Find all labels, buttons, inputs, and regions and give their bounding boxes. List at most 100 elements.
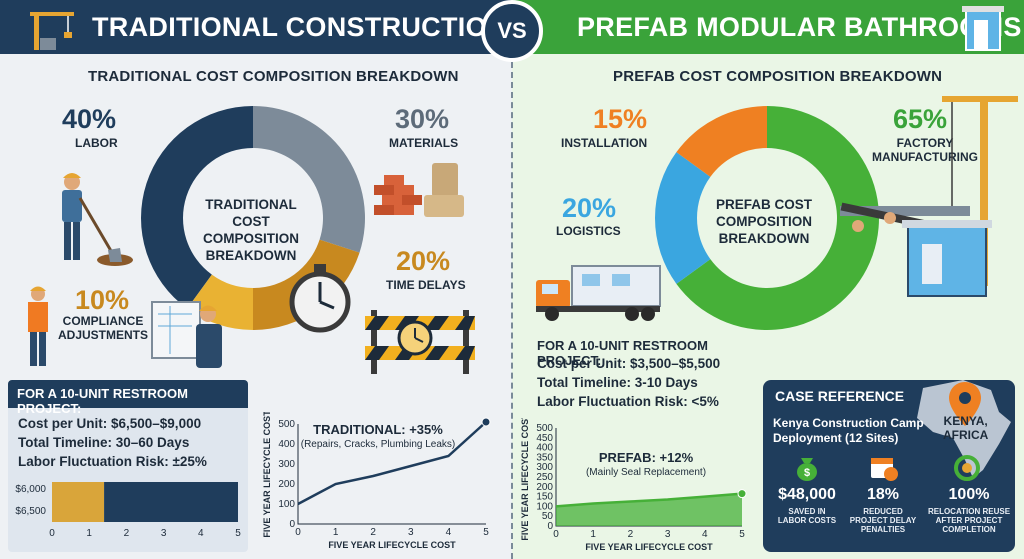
x-tick-label: 4: [446, 527, 452, 538]
panel-divider: [511, 62, 513, 559]
traditional-lifecycle-chart: 0 100 200 300 400 500 0 1 2 3 4 5 FIVE YEAR LIFECYCL…: [262, 412, 491, 550]
map-label: KENYA, AFRICA: [943, 414, 988, 442]
stat-label-line: PROJECT DELAY: [849, 516, 917, 525]
stat-delay-reduction: 18%: [866, 486, 900, 503]
stat-label-line: SAVED IN: [788, 507, 826, 516]
center-label-line: COMPOSITION: [715, 214, 812, 229]
logistics-pct: 20%: [562, 193, 617, 223]
series-line: [297, 421, 487, 506]
center-label-line: BREAKDOWN: [718, 231, 810, 246]
header-prefab: PREFAB MODULAR BATHROOMS: [512, 0, 1024, 54]
x-tick-label: 4: [198, 528, 204, 539]
traditional-cost-per-unit: Cost per Unit: $6,500–$9,000: [18, 416, 202, 431]
y-tick-label: 0: [289, 519, 295, 530]
donut-slice-labor: [140, 106, 253, 309]
y-axis-title: FIVE YEAR LIFECYCLE COST: [520, 418, 530, 541]
series-line: [555, 492, 743, 508]
traditional-timeline: Total Timeline: 30–60 Days: [18, 435, 190, 450]
x-tick-label: 5: [739, 529, 745, 540]
y-tick-label: 400: [536, 443, 553, 454]
traditional-risk: Labor Fluctuation Risk: ±25%: [18, 454, 207, 469]
x-tick-label: 2: [370, 527, 376, 538]
africa-map-icon: [917, 380, 1011, 478]
stat-labor-savings: $48,000: [778, 486, 836, 503]
modular-unit-icon: [962, 6, 1004, 51]
materials-label: MATERIALS: [389, 136, 459, 150]
y-tick-label: 450: [536, 433, 553, 444]
stat-relocation-reuse: 100%: [948, 486, 990, 503]
svg-text:$: $: [804, 467, 810, 479]
x-tick-label: 0: [295, 527, 301, 538]
center-label-line: COST COMPOSITION: [202, 214, 299, 246]
stat-labor-savings-label: SAVED IN LABOR COSTS: [763, 507, 851, 525]
road-barrier-clock-icon: [365, 310, 475, 374]
traditional-center-label: TRADITIONAL COST COMPOSITION BREAKDOWN: [186, 196, 316, 264]
materials-pct: 30%: [395, 104, 450, 134]
chart-title: PREFAB: +12%: [599, 450, 694, 465]
vs-badge: VS: [481, 0, 543, 62]
blueprint-engineer-icon: [151, 301, 222, 368]
factory-pct: 65%: [893, 104, 948, 134]
prefab-title: PREFAB MODULAR BATHROOMS: [577, 12, 1022, 42]
case-title: CASE REFERENCE: [775, 388, 905, 404]
donut-slice-materials: [253, 106, 366, 253]
chart-subtitle: (Repairs, Cracks, Plumbing Leaks): [301, 439, 456, 450]
factory-label-line: FACTORY: [896, 136, 954, 150]
compliance-label-line: ADJUSTMENTS: [58, 328, 149, 342]
case-reference-panel: KENYA, AFRICA CASE REFERENCE Kenya Const…: [763, 380, 1015, 552]
x-tick-label: 3: [161, 528, 167, 539]
money-bag-icon: $: [797, 458, 817, 481]
y-tick-label: 100: [278, 499, 295, 510]
y-tick-label: 300: [536, 462, 553, 473]
installation-label: INSTALLATION: [561, 136, 648, 150]
header-traditional: TRADITIONAL CONSTRUCTION: [0, 0, 512, 54]
labor-label: LABOR: [75, 136, 118, 150]
x-tick-label: 2: [628, 529, 634, 540]
stat-label-line: PENALTIES: [860, 525, 906, 534]
chart-title: TRADITIONAL: +35%: [313, 422, 443, 437]
prefab-project-box: FOR A 10-UNIT RESTROOM PROJECT: Cost per…: [537, 338, 757, 414]
y-tick-label: 400: [278, 439, 295, 450]
truck-icon: [536, 265, 661, 321]
bar-segment-1: [52, 482, 105, 522]
compliance-pct: 10%: [75, 285, 130, 315]
x-tick-label: 0: [49, 528, 55, 539]
y-tick-label: 200: [278, 479, 295, 490]
traditional-subtitle: TRADITIONAL COST COMPOSITION BREAKDOWN: [88, 68, 459, 85]
compliance-label: COMPLIANCE ADJUSTMENTS: [58, 314, 148, 342]
labor-pct: 40%: [62, 104, 117, 134]
prefab-timeline: Total Timeline: 3-10 Days: [537, 375, 698, 390]
x-tick-label: 1: [86, 528, 92, 539]
stat-label-line: RELOCATION REUSE: [927, 507, 1011, 516]
prefab-subtitle: PREFAB COST COMPOSITION BREAKDOWN: [613, 68, 943, 85]
y-axis-title: FIVE YEAR LIFECYCLE COST: [262, 412, 272, 538]
traditional-title: TRADITIONAL CONSTRUCTION: [92, 12, 507, 42]
center-label-line: PREFAB COST: [715, 197, 812, 212]
y-tick-label: 100: [536, 501, 553, 512]
prefab-center-label: PREFAB COST COMPOSITION BREAKDOWN: [704, 196, 824, 247]
calendar-clock-icon: [871, 458, 898, 481]
case-subtitle-line: Deployment (12 Sites): [773, 431, 899, 445]
installation-pct: 15%: [593, 104, 648, 134]
prefab-cost-per-unit: Cost per Unit: $3,500–$5,500: [537, 356, 721, 371]
stopwatch-icon: [289, 264, 351, 333]
compliance-label-line: COMPLIANCE: [62, 314, 144, 328]
donut-slice-installation: [676, 106, 767, 177]
inspector-icon: [28, 286, 48, 366]
y-tick-label: $6,500: [15, 506, 46, 517]
donut-slice-logistics: [655, 152, 711, 284]
case-subtitle-line: Kenya Construction Camp: [773, 416, 924, 430]
y-tick-label: 300: [278, 459, 295, 470]
traditional-project-box: FOR A 10-UNIT RESTROOM PROJECT: Cost per…: [8, 380, 248, 552]
factory-crane-icon: [840, 96, 1018, 297]
time-delays-label: TIME DELAYS: [386, 278, 466, 292]
logistics-label: LOGISTICS: [556, 224, 621, 238]
recycle-icon: [954, 455, 980, 481]
y-tick-label: 0: [547, 521, 553, 532]
x-tick-label: 1: [590, 529, 596, 540]
series-area: [556, 493, 742, 526]
stat-label-line: COMPLETION: [942, 525, 996, 534]
x-axis-title: FIVE YEAR LIFECYCLE COST: [328, 540, 456, 550]
